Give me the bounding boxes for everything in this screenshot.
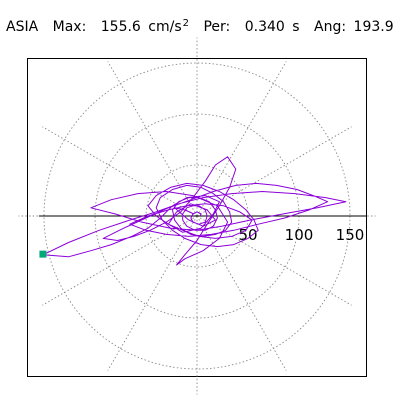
- grid-spoke: [107, 215, 198, 371]
- period-label: Per:: [203, 19, 231, 35]
- grid-spoke: [42, 215, 198, 306]
- orbit-trace: [42, 156, 347, 266]
- grid-spoke: [42, 126, 198, 217]
- peak-marker: [39, 250, 47, 258]
- grid-spoke: [196, 61, 287, 217]
- angle-label: Ang:: [314, 19, 347, 35]
- period-value: 0.340: [244, 19, 285, 35]
- angle-value: 193.9: [353, 19, 394, 35]
- tick-label: 100: [285, 226, 314, 244]
- tick-label: 50: [238, 226, 257, 244]
- max-unit-exponent: 2: [182, 18, 190, 29]
- max-label: Max:: [52, 19, 87, 35]
- station-name: ASIA: [6, 19, 39, 35]
- tick-labels: 50 100 150: [238, 226, 364, 244]
- max-unit: cm/s: [148, 19, 182, 35]
- peak-marker-layer: [39, 250, 47, 258]
- grid-spoke: [196, 215, 287, 371]
- grid-spoke: [107, 61, 198, 217]
- orbit-trace-layer: [42, 156, 347, 266]
- period-unit: s: [292, 19, 300, 35]
- chart-header: ASIA Max: 155.6 cm/s2 Per: 0.340 s Ang: …: [6, 13, 394, 35]
- tick-label: 150: [336, 226, 365, 244]
- max-value: 155.6: [100, 19, 141, 35]
